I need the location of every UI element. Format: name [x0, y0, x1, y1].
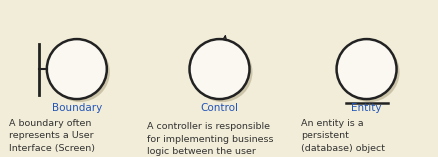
Text: Boundary: Boundary	[52, 103, 102, 113]
Text: Entity: Entity	[350, 103, 381, 113]
Circle shape	[192, 42, 252, 102]
Circle shape	[47, 39, 106, 99]
Text: A boundary often
represents a User
Interface (Screen): A boundary often represents a User Inter…	[9, 119, 95, 153]
Circle shape	[49, 42, 110, 102]
Text: A controller is responsible
for implementing business
logic between the user
int: A controller is responsible for implemen…	[147, 122, 276, 157]
Circle shape	[339, 42, 399, 102]
Text: An entity is a
persistent
(database) object: An entity is a persistent (database) obj…	[300, 119, 384, 153]
Text: Control: Control	[200, 103, 238, 113]
Circle shape	[189, 39, 249, 99]
Circle shape	[336, 39, 396, 99]
